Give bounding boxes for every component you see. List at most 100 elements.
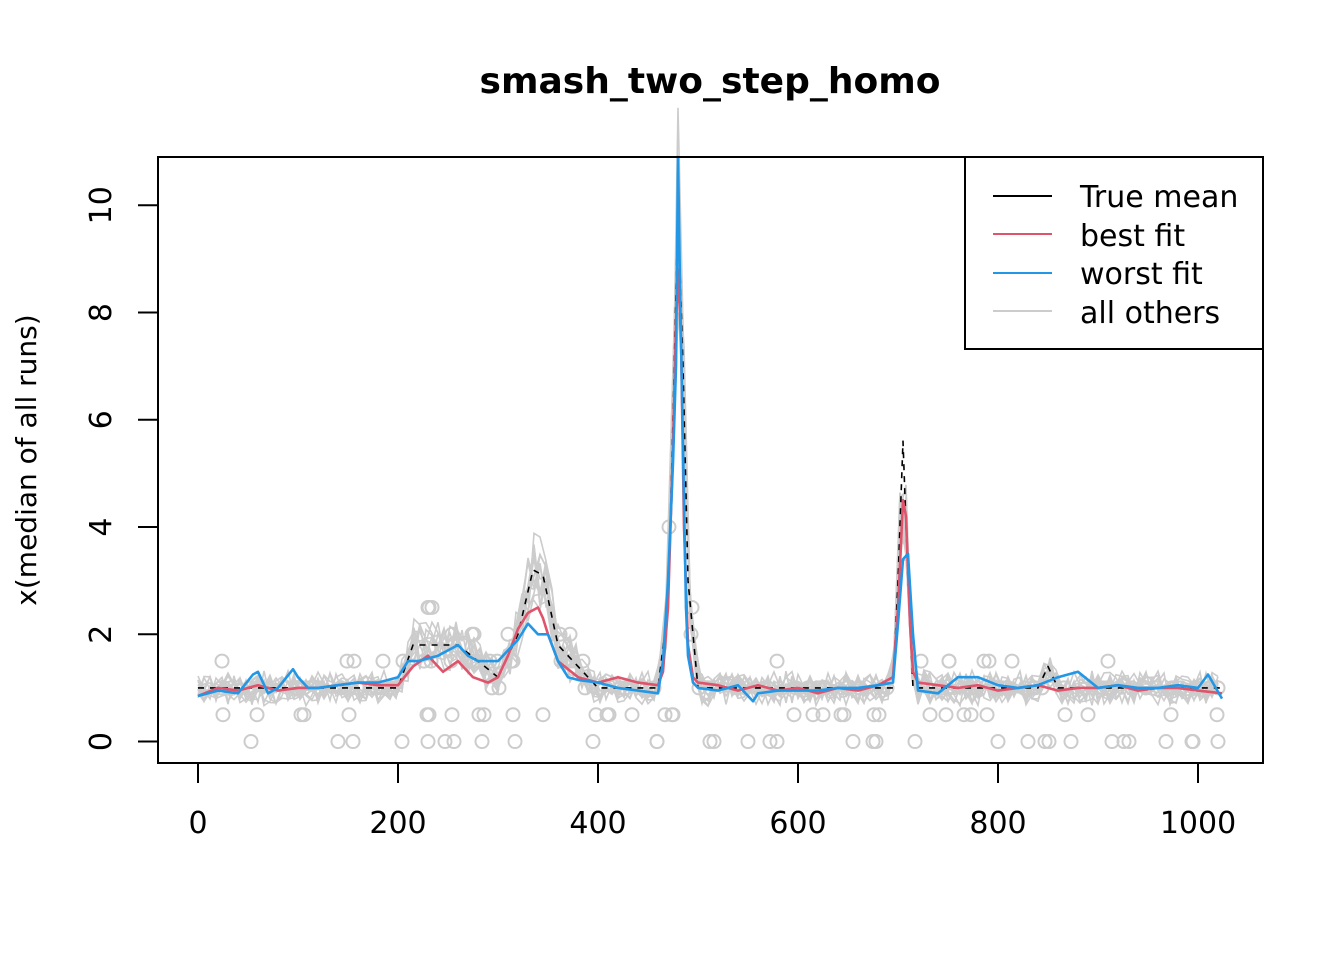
observation-point <box>474 734 490 750</box>
observation-point <box>1158 734 1174 750</box>
observation-point <box>507 734 523 750</box>
observation-point <box>375 653 391 669</box>
observation-point <box>786 707 802 723</box>
observation-point <box>762 734 778 750</box>
legend-true-mean-label: True mean <box>1079 180 1238 215</box>
observation-point <box>845 734 861 750</box>
observation-point <box>446 734 462 750</box>
legend: True mean best fit worst fit all others <box>964 156 1264 350</box>
observation-point <box>444 707 460 723</box>
observation-point <box>646 680 662 696</box>
observation-point <box>293 707 309 723</box>
observation-point <box>1209 707 1225 723</box>
observation-point <box>836 707 852 723</box>
observation-point <box>941 653 957 669</box>
observation-point <box>1037 734 1053 750</box>
observation-point <box>1057 707 1073 723</box>
observation-point <box>866 707 882 723</box>
y-tick-label: 10 <box>84 186 119 224</box>
observation-point <box>562 626 578 642</box>
observation-point <box>599 707 615 723</box>
observation-point <box>437 734 453 750</box>
x-tick-label: 600 <box>769 806 826 841</box>
observation-point <box>505 707 521 723</box>
x-tick-label: 400 <box>569 806 626 841</box>
observation-point <box>922 707 938 723</box>
observation-point <box>1184 734 1200 750</box>
chart-title: smash_two_step_homo <box>480 61 941 102</box>
observation-point <box>345 734 361 750</box>
observation-point <box>476 707 492 723</box>
observation-point <box>833 707 849 723</box>
observation-point <box>1020 734 1036 750</box>
observation-point <box>423 653 439 669</box>
observation-point <box>1104 734 1120 750</box>
observation-point <box>339 653 355 669</box>
x-tick-label: 200 <box>369 806 426 841</box>
x-tick-label: 0 <box>188 806 207 841</box>
observation-point <box>706 734 722 750</box>
y-tick-label: 4 <box>84 517 119 536</box>
observation-point <box>815 707 831 723</box>
legend-all-others-label: all others <box>1080 296 1220 331</box>
observation-point <box>1121 734 1137 750</box>
observation-point <box>805 707 821 723</box>
observation-point <box>491 680 507 696</box>
observation-point <box>1080 707 1096 723</box>
observation-point <box>346 653 362 669</box>
legend-worst-fit-label: worst fit <box>1080 257 1203 292</box>
observation-point <box>385 680 401 696</box>
observation-point <box>444 626 460 642</box>
observation-point <box>907 734 923 750</box>
observation-point <box>664 707 680 723</box>
observation-point <box>296 707 312 723</box>
series-line-worst-fit <box>197 155 1224 703</box>
observation-point <box>702 734 718 750</box>
observation-point <box>561 653 577 669</box>
observation-point <box>1041 734 1057 750</box>
series-group <box>197 155 1224 703</box>
y-tick-label: 2 <box>84 625 119 644</box>
observation-point <box>535 707 551 723</box>
observation-point <box>471 707 487 723</box>
observation-point <box>330 734 346 750</box>
observation-point <box>769 653 785 669</box>
other-fit-line <box>197 312 1219 707</box>
observation-point <box>419 707 435 723</box>
observation-point <box>249 707 265 723</box>
observation-point <box>956 707 972 723</box>
observation-point <box>214 653 230 669</box>
observation-point <box>1100 653 1116 669</box>
observation-point <box>683 626 699 642</box>
observation-point <box>215 707 231 723</box>
y-tick-label: 6 <box>84 410 119 429</box>
observation-point <box>868 734 884 750</box>
observation-point <box>243 734 259 750</box>
plot-frame <box>157 156 1264 764</box>
observation-point <box>624 707 640 723</box>
observation-point <box>740 734 756 750</box>
y-tick-label: 8 <box>84 303 119 322</box>
observation-point <box>1063 734 1079 750</box>
observation-point <box>500 626 516 642</box>
observation-point <box>649 734 665 750</box>
observation-point <box>464 626 480 642</box>
y-axis-label: x(median of all runs) <box>10 314 43 605</box>
observation-point <box>769 734 785 750</box>
observation-point <box>657 707 673 723</box>
observation-point <box>760 680 776 696</box>
observation-point <box>394 734 410 750</box>
observation-point <box>865 734 881 750</box>
observation-point <box>1210 680 1226 696</box>
observation-point <box>871 707 887 723</box>
observation-point <box>585 734 601 750</box>
x-tick-label: 1000 <box>1160 806 1236 841</box>
observation-point <box>981 653 997 669</box>
observation-point <box>938 707 954 723</box>
observation-point <box>812 680 828 696</box>
observation-point <box>990 734 1006 750</box>
observation-point <box>976 653 992 669</box>
observation-point <box>979 707 995 723</box>
observation-point <box>424 599 440 615</box>
